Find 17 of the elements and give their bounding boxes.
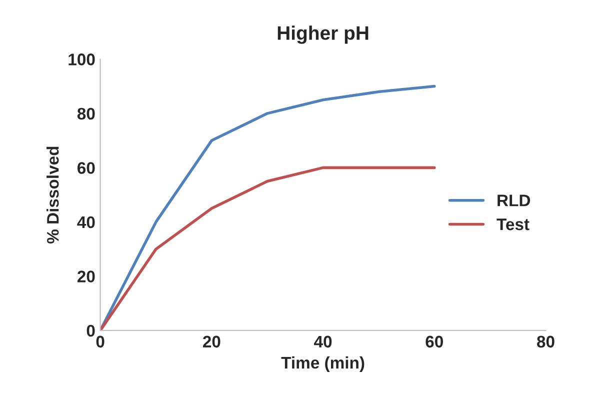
line-series <box>100 166 436 330</box>
x-axis-title: Time (min) <box>281 356 364 372</box>
x-tick-label: 0 <box>96 336 104 348</box>
y-tick-label: 100 <box>68 54 95 66</box>
y-tick-label: 20 <box>77 270 95 282</box>
y-tick-label: 80 <box>77 108 95 120</box>
x-tick-label: 20 <box>202 336 220 348</box>
y-tick-label: 60 <box>78 162 95 174</box>
legend-label: Test <box>496 218 530 230</box>
y-tick-label: 40 <box>77 216 95 228</box>
x-tick-label: 80 <box>537 336 554 348</box>
legend-label: RLD <box>498 194 530 206</box>
x-tick-label: 60 <box>426 336 443 348</box>
y-tick-label: 0 <box>86 324 95 337</box>
chart-title: Higher pH <box>278 26 368 44</box>
y-axis-title: % Dissolved <box>46 146 59 244</box>
x-tick-label: 40 <box>314 336 332 348</box>
